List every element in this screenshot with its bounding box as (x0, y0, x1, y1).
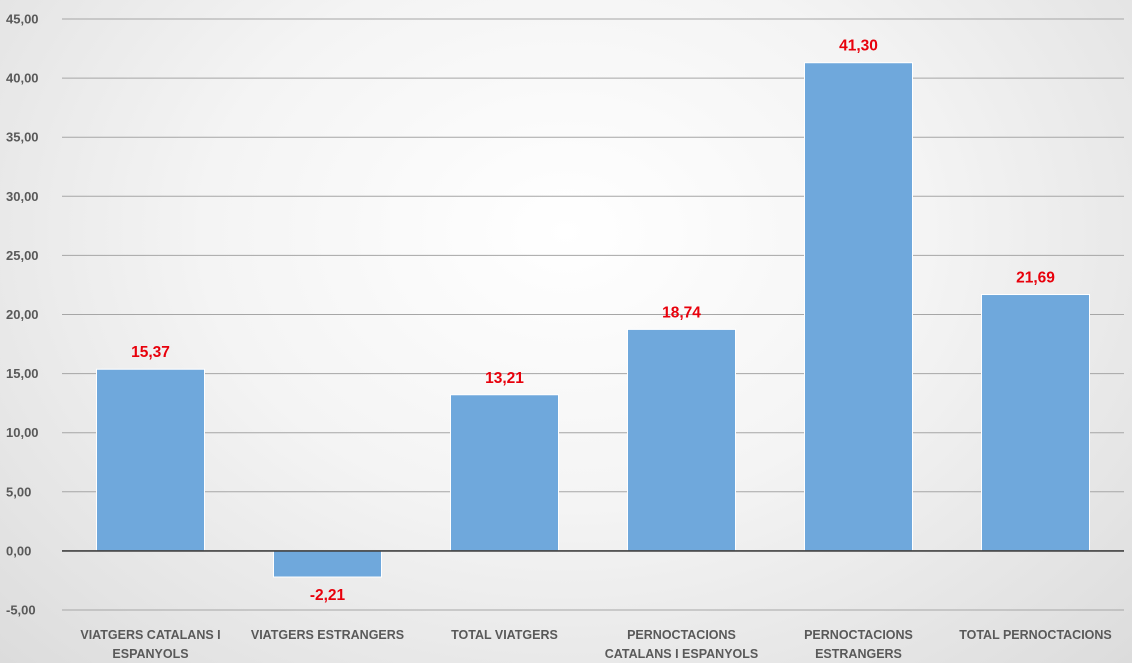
y-tick-label: 10,00 (6, 425, 39, 440)
y-tick-label: 40,00 (6, 71, 39, 86)
bar (627, 328, 736, 552)
y-tick-label: 5,00 (6, 484, 31, 499)
y-tick-label: 30,00 (6, 189, 39, 204)
x-tick-label: ESTRANGERS (815, 647, 902, 661)
y-tick-label: 25,00 (6, 248, 39, 263)
y-tick-label: 20,00 (6, 307, 39, 322)
data-label: 21,69 (1016, 270, 1055, 287)
y-tick-label: 15,00 (6, 366, 39, 381)
bar (981, 294, 1090, 552)
x-tick-label: VIATGERS ESTRANGERS (251, 628, 404, 642)
bar (804, 62, 913, 552)
data-label: 13,21 (485, 370, 524, 387)
x-tick-label: PERNOCTACIONS (627, 628, 736, 642)
y-tick-label: 35,00 (6, 130, 39, 145)
y-tick-label: 45,00 (6, 12, 39, 27)
y-tick-label: -5,00 (6, 603, 36, 618)
x-tick-label: CATALANS I ESPANYOLS (605, 647, 758, 661)
bar (450, 394, 559, 552)
bar (96, 368, 205, 552)
x-tick-label: ESPANYOLS (112, 647, 188, 661)
data-label: 18,74 (662, 304, 701, 321)
bar (273, 550, 382, 578)
x-tick-label: TOTAL PERNOCTACIONS (959, 628, 1112, 642)
data-label: -2,21 (310, 587, 346, 604)
x-tick-label: VIATGERS CATALANS I (80, 628, 220, 642)
y-tick-label: 0,00 (6, 543, 31, 558)
data-label: 15,37 (131, 344, 170, 361)
x-tick-label: TOTAL VIATGERS (451, 628, 558, 642)
data-label: 41,30 (839, 38, 878, 55)
x-tick-label: PERNOCTACIONS (804, 628, 913, 642)
